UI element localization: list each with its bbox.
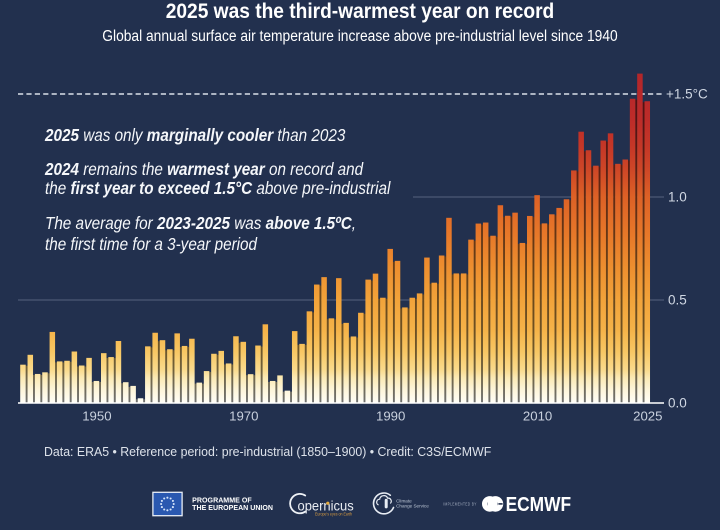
svg-text:ECMWF: ECMWF [506,494,571,516]
svg-text:1.0: 1.0 [668,190,687,205]
svg-text:IMPLEMENTED BY: IMPLEMENTED BY [443,502,476,507]
svg-text:2025: 2025 [633,409,662,424]
svg-text:THE EUROPEAN UNION: THE EUROPEAN UNION [192,505,273,512]
svg-text:PROGRAMME OF: PROGRAMME OF [192,498,252,505]
svg-text:1990: 1990 [376,409,405,424]
svg-text:opernicus: opernicus [298,498,354,513]
svg-text:1970: 1970 [229,409,258,424]
svg-text:Europe's eyes on Earth: Europe's eyes on Earth [315,512,353,517]
svg-text:0.5: 0.5 [668,293,687,308]
svg-text:Change Service: Change Service [396,503,429,508]
svg-text:+1.5°C: +1.5°C [666,87,708,102]
svg-text:1950: 1950 [82,409,111,424]
svg-text:0.0: 0.0 [668,396,687,411]
svg-text:Climate: Climate [396,499,412,504]
svg-text:2010: 2010 [523,409,552,424]
